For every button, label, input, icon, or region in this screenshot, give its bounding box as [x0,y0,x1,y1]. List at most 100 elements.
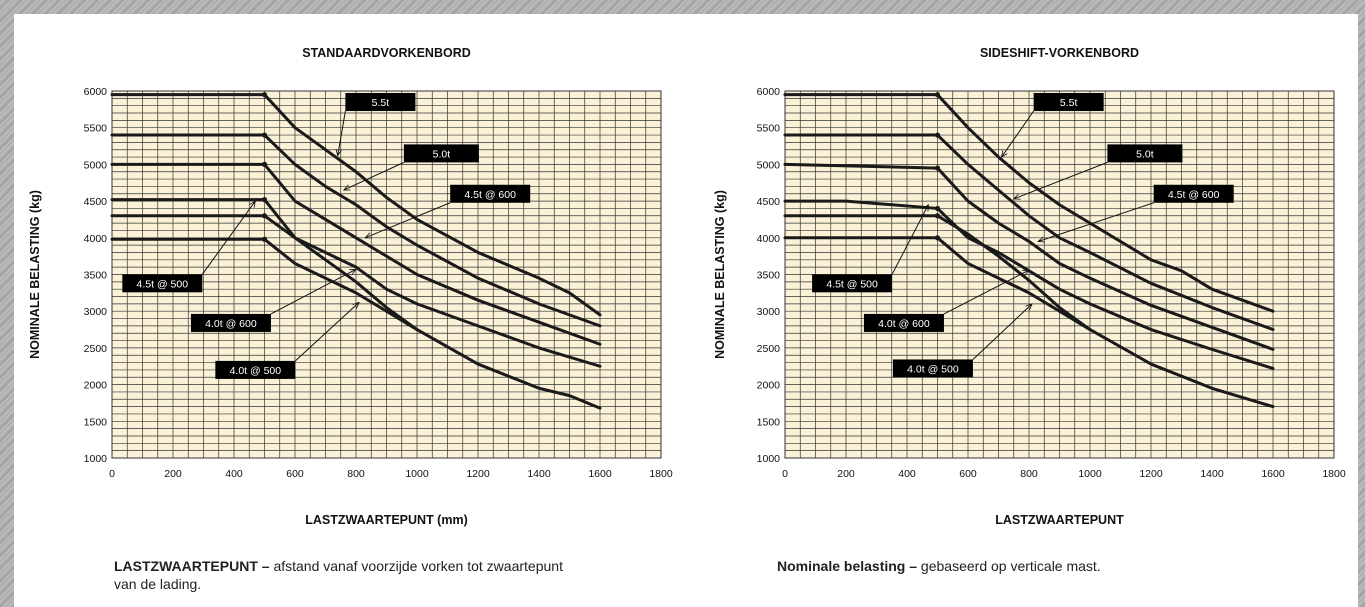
series-label-4-0t-500: 4.0t @ 500 [907,363,959,375]
series-point-4-0t-600 [261,213,268,219]
label-arrow-4-5t-600 [1038,202,1154,242]
y-tick-label: 2500 [84,343,108,355]
series-point-4-5t-500 [261,197,268,203]
y-tick-label: 1000 [84,453,108,465]
x-tick-label: 800 [347,468,365,480]
x-tick-label: 1800 [1322,468,1346,480]
y-axis-label: NOMINALE BELASTING (kg) [28,190,42,359]
series-line-5-5t [783,93,1275,313]
label-arrow-4-5t-500 [201,201,255,275]
series-label-4-5t-600: 4.5t @ 600 [1168,189,1220,201]
x-tick-label: 600 [286,468,304,480]
series-label-5-0t: 5.0t [433,148,451,160]
x-tick-label: 1000 [405,468,429,480]
label-arrow-4-5t-600 [365,202,451,238]
y-tick-label: 6000 [84,86,108,98]
series-label-4-5t-500: 4.5t @ 500 [826,278,878,290]
chart-title: STANDAARDVORKENBORD [302,46,471,60]
content-panel: STANDAARDVORKENBORD 1000 1500 2000 2500 3000 3… [14,14,1358,607]
x-tick-label: 800 [1020,468,1038,480]
x-tick-label: 1800 [649,468,673,480]
y-tick-label: 2000 [757,380,781,392]
series-point-5-5t [934,92,941,98]
x-tick-label: 1400 [1200,468,1224,480]
series-label-4-0t-600: 4.0t @ 600 [205,318,257,330]
x-tick-label: 1000 [1078,468,1102,480]
y-tick-label: 4000 [757,233,781,245]
y-tick-label: 6000 [757,86,781,98]
series-point-5-5t [261,92,268,98]
label-box-4-5t-600 [450,184,531,203]
chart-title: SIDESHIFT-VORKENBORD [980,46,1139,60]
x-axis-label: LASTZWAARTEPUNT (mm) [305,513,468,527]
series-label-4-5t-600: 4.5t @ 600 [464,189,516,201]
series-point-5-0t [934,132,941,138]
label-box-5-5t [1033,93,1104,112]
label-box-4-5t-500 [122,274,203,293]
x-axis-label: LASTZWAARTEPUNT [995,513,1124,527]
series-label-5-0t: 5.0t [1136,148,1154,160]
y-tick-label: 2000 [84,380,108,392]
label-box-5-0t [403,144,479,163]
note-nominale-belasting-text: gebaseerd op verticale mast. [917,558,1101,574]
series-label-4-5t-500: 4.5t @ 500 [137,278,189,290]
y-tick-label: 5000 [84,159,108,171]
series-point-4-0t-500 [261,236,268,242]
y-tick-label: 5000 [757,159,781,171]
y-tick-label: 3500 [84,270,108,282]
y-tick-label: 4000 [84,233,108,245]
y-tick-label: 4500 [757,196,781,208]
series-point-4-5t-600 [261,161,268,167]
label-box-4-0t-500 [215,360,296,379]
series-point-5-0t [261,132,268,138]
note-nominale-belasting: Nominale belasting – gebaseerd op vertic… [777,557,1297,575]
series-point-4-5t-600 [934,165,941,171]
y-tick-label: 2500 [757,343,781,355]
series-point-4-0t-500 [934,235,941,241]
y-axis-label: NOMINALE BELASTING (kg) [713,190,727,359]
x-tick-label: 1200 [466,468,490,480]
y-tick-label: 3000 [757,306,781,318]
x-tick-label: 600 [959,468,977,480]
label-arrow-4-0t-500 [972,304,1032,360]
y-tick-label: 3000 [84,306,108,318]
label-box-4-5t-500 [812,274,893,293]
label-arrow-4-0t-600 [943,270,1029,315]
note-lastzwaartepunt-term: LASTZWAARTEPUNT – [114,558,270,574]
y-tick-label: 1000 [757,453,781,465]
x-tick-label: 0 [782,468,788,480]
x-tick-label: 1600 [588,468,612,480]
label-arrow-5-0t [344,161,405,191]
x-tick-label: 1400 [527,468,551,480]
label-box-4-0t-500 [892,359,973,378]
y-tick-label: 1500 [84,416,108,428]
series-label-4-0t-500: 4.0t @ 500 [230,365,282,377]
label-box-5-5t [345,93,416,112]
x-tick-label: 200 [837,468,855,480]
series-point-4-0t-600 [934,213,941,219]
series-line-4-5t-500 [110,198,602,368]
y-tick-label: 4500 [84,196,108,208]
label-arrow-4-5t-500 [891,205,928,275]
label-arrow-4-0t-500 [295,302,359,362]
label-arrow-5-0t [1014,161,1108,199]
series-line-5-0t [110,133,602,328]
series-label-5-5t: 5.5t [1060,97,1078,109]
series-line-4-0t-600 [110,214,602,410]
y-tick-label: 3500 [757,270,781,282]
y-tick-label: 1500 [757,416,781,428]
x-tick-label: 200 [164,468,182,480]
chart-sideshift-vorkenbord: SIDESHIFT-VORKENBORD10001500200025003000… [713,46,1346,527]
x-tick-label: 1200 [1139,468,1163,480]
label-box-4-0t-600 [190,313,271,332]
label-arrow-5-5t [1002,110,1035,157]
note-lastzwaartepunt-text: afstand vanaf voorzijde vorken tot zwaar… [114,558,563,592]
label-box-4-5t-600 [1153,184,1234,203]
x-tick-label: 400 [898,468,916,480]
series-line-5-5t [110,93,602,317]
label-box-5-0t [1107,144,1183,163]
series-point-4-5t-500 [934,205,941,212]
x-tick-label: 0 [109,468,115,480]
y-tick-label: 5500 [757,123,781,135]
label-box-4-0t-600 [863,313,944,332]
